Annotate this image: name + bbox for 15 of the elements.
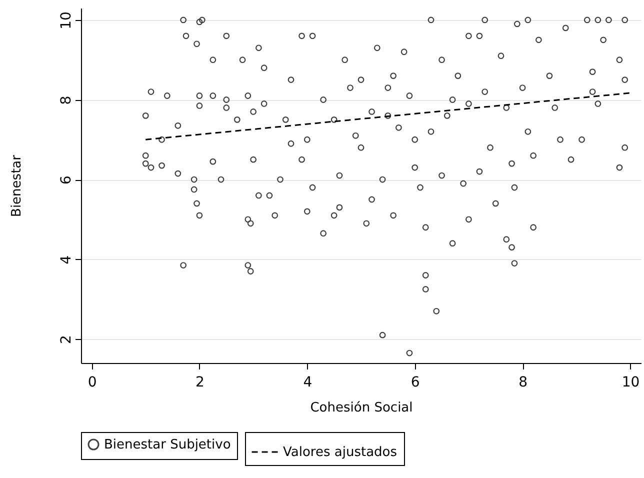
x-tick-label: 8 xyxy=(518,374,528,390)
x-tick-label: 2 xyxy=(196,374,204,390)
legend-label: Bienestar Subjetivo xyxy=(104,438,231,452)
x-tick-label: 10 xyxy=(622,374,640,390)
y-tick-label: 10 xyxy=(58,12,74,30)
x-tick-label: 0 xyxy=(88,374,97,390)
y-axis-title: Bienestar xyxy=(10,154,24,217)
x-axis-title: Cohesión Social xyxy=(310,400,413,416)
x-tick-label: 4 xyxy=(303,374,312,390)
y-tick-label: 4 xyxy=(58,255,74,264)
y-tick-label: 8 xyxy=(58,96,74,105)
legend-label: Valores ajustados xyxy=(283,445,398,460)
x-tick-label: 6 xyxy=(410,374,420,390)
y-tick-label: 6 xyxy=(58,175,74,184)
y-tick-label: 2 xyxy=(58,335,74,344)
